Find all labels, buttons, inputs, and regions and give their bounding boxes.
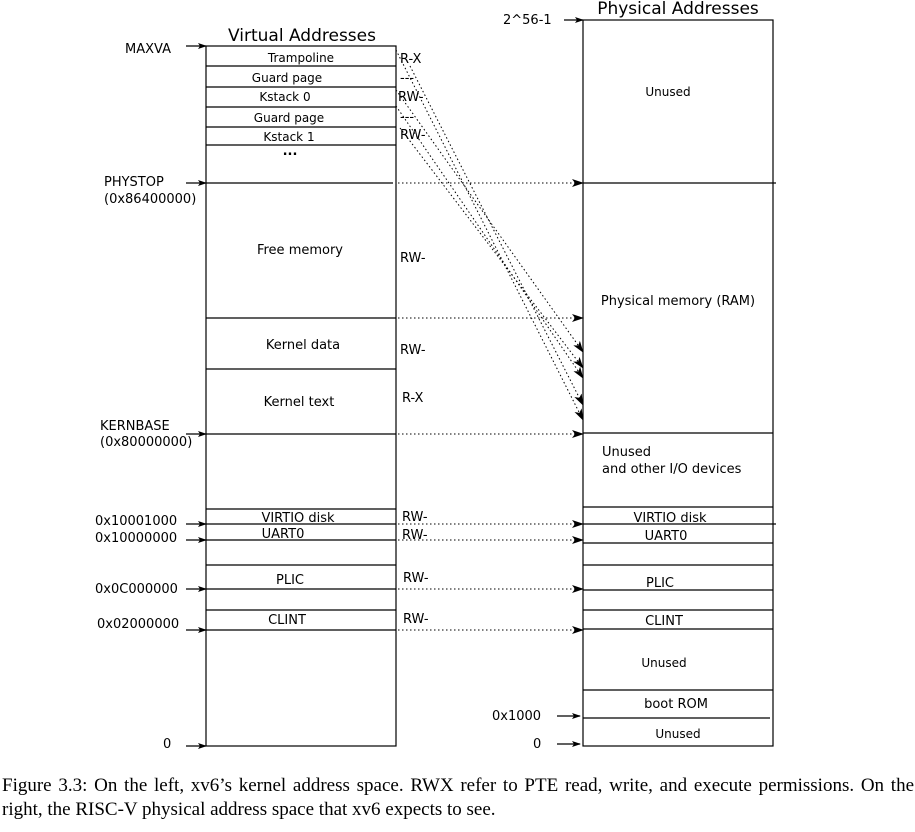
addr-kernbase: KERNBASE <box>100 419 170 434</box>
perm: RW- <box>398 90 424 105</box>
phys-region-unused: Unused <box>645 85 690 99</box>
mapping-arrows <box>395 49 584 634</box>
phys-region-boot-rom: boot ROM <box>644 697 708 712</box>
addr-maxva: MAXVA <box>125 42 171 57</box>
region-kernel-data: Kernel data <box>266 338 340 353</box>
addr-clint: 0x02000000 <box>97 617 179 632</box>
virtual-title: Virtual Addresses <box>228 26 376 46</box>
addr-zero: 0 <box>163 737 171 752</box>
region-plic: PLIC <box>276 573 304 588</box>
addr-kernbase-value: (0x80000000) <box>100 435 192 450</box>
region-kstack-1: Kstack 1 <box>263 130 314 144</box>
region-uart0: UART0 <box>262 527 305 542</box>
phys-addr-0x1000: 0x1000 <box>492 709 541 724</box>
region-virtio-disk: VIRTIO disk <box>261 511 335 526</box>
region-trampoline: Trampoline <box>267 51 334 65</box>
region-guard-page: Guard page <box>252 71 322 85</box>
phys-region-plic: PLIC <box>646 576 674 591</box>
phys-region-clint: CLINT <box>645 614 683 629</box>
addr-phystop: PHYSTOP <box>104 175 164 190</box>
perm: RW- <box>400 128 426 143</box>
figure-caption: Figure 3.3: On the left, xv6’s kernel ad… <box>2 775 914 820</box>
address-pointer-arrows <box>186 17 584 749</box>
perm: RW- <box>402 510 428 525</box>
perm: RW- <box>403 571 429 586</box>
phys-region-unused: Unused <box>641 656 686 670</box>
perm: --- <box>400 71 414 86</box>
phys-addr-max: 2^56-1 <box>503 13 552 28</box>
perm: R-X <box>402 391 424 406</box>
region-kstack-0: Kstack 0 <box>259 90 310 104</box>
addr-plic: 0x0C000000 <box>95 582 178 597</box>
region-kernel-text: Kernel text <box>264 395 335 410</box>
virtual-address-box <box>205 45 397 747</box>
region-guard-page: Guard page <box>254 111 324 125</box>
phys-region-virtio-disk: VIRTIO disk <box>633 511 707 526</box>
physical-title: Physical Addresses <box>597 0 759 19</box>
phys-region-ram: Physical memory (RAM) <box>601 294 755 309</box>
perm: R-X <box>400 52 422 67</box>
region-ellipsis: ... <box>283 144 298 159</box>
perm: --- <box>400 110 414 125</box>
addr-virtio: 0x10001000 <box>95 514 177 529</box>
perm: RW- <box>400 251 426 266</box>
region-free-memory: Free memory <box>257 243 343 258</box>
perm: RW- <box>403 612 429 627</box>
phys-region-unused-io: Unused <box>602 445 651 460</box>
perm: RW- <box>402 528 428 543</box>
phys-region-unused: Unused <box>655 727 700 741</box>
perm: RW- <box>400 343 426 358</box>
phys-region-uart0: UART0 <box>645 529 688 544</box>
addr-phystop-value: (0x86400000) <box>104 192 196 207</box>
region-clint: CLINT <box>268 613 306 628</box>
phys-region-io-devices: and other I/O devices <box>602 462 742 477</box>
phys-addr-zero: 0 <box>533 737 541 752</box>
addr-uart0: 0x10000000 <box>95 531 177 546</box>
physical-address-box <box>582 19 776 747</box>
